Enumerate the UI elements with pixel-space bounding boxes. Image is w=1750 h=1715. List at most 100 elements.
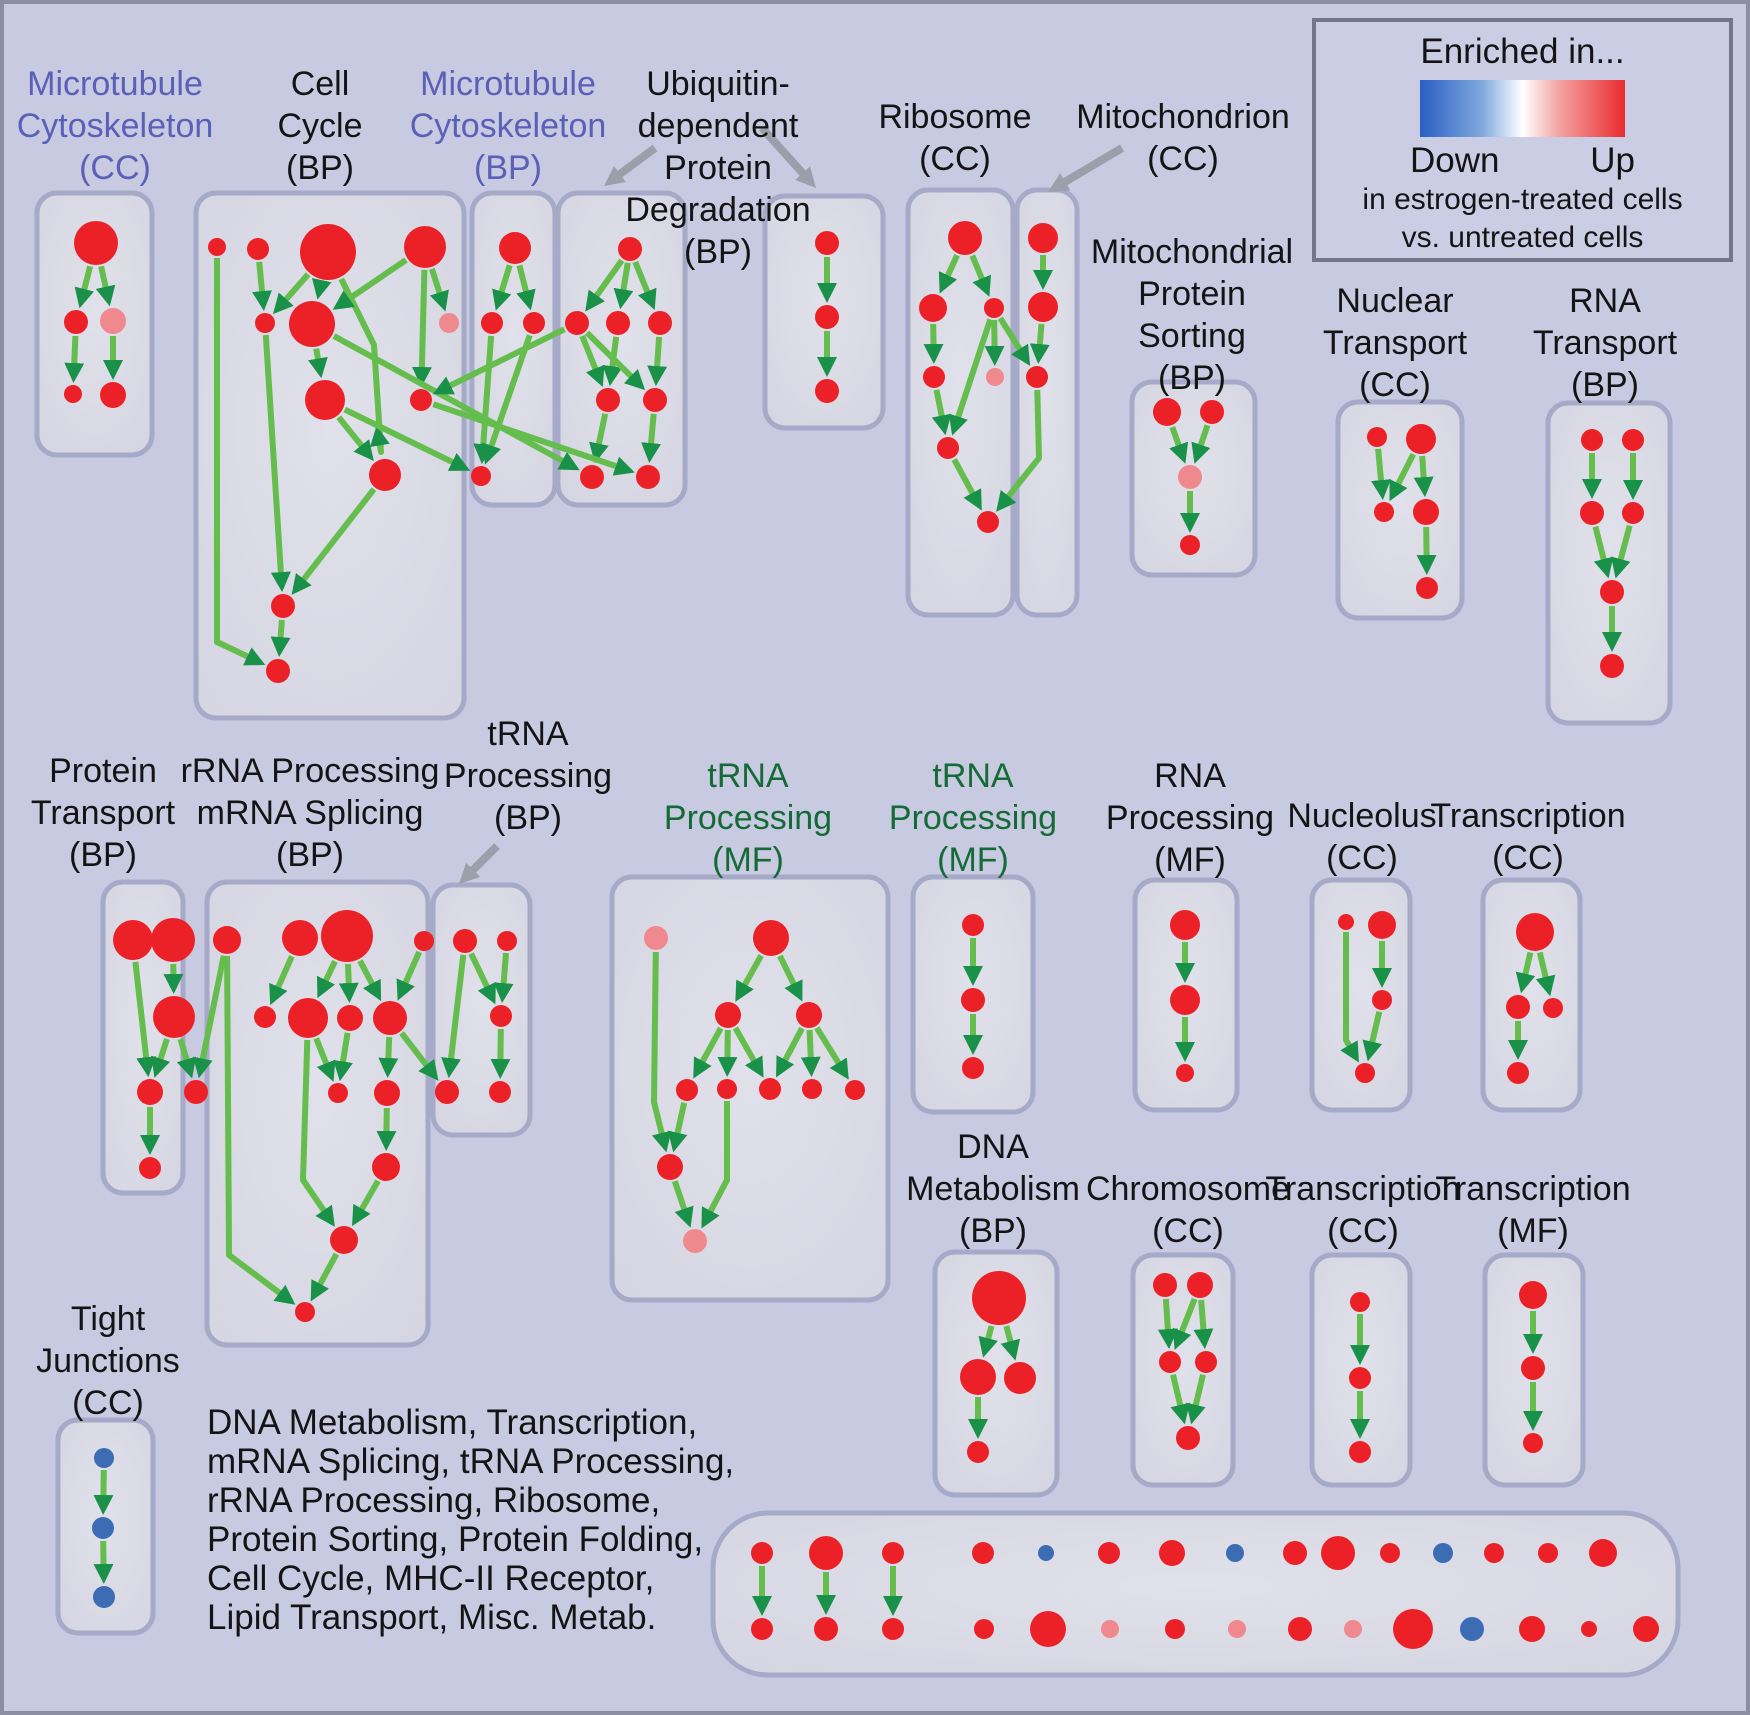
node bbox=[1187, 1272, 1213, 1298]
legend-subtitle-line2: vs. untreated cells bbox=[1401, 221, 1644, 254]
node bbox=[1004, 1362, 1036, 1394]
node bbox=[410, 389, 432, 411]
annotation-arrow bbox=[603, 144, 658, 186]
edge bbox=[262, 334, 291, 593]
node bbox=[282, 920, 318, 956]
node bbox=[1416, 577, 1438, 599]
edge bbox=[1340, 932, 1359, 1063]
node bbox=[1170, 910, 1200, 940]
edge bbox=[411, 269, 432, 387]
node bbox=[717, 1079, 737, 1099]
group-box-nuclear-transport-cc bbox=[1335, 399, 1465, 621]
annotation-arrow bbox=[458, 843, 500, 885]
node bbox=[636, 465, 660, 489]
node bbox=[1101, 1620, 1119, 1638]
edge bbox=[701, 1101, 730, 1229]
edge bbox=[732, 1026, 764, 1078]
edge bbox=[493, 952, 514, 1004]
node bbox=[1519, 1616, 1545, 1642]
node bbox=[815, 231, 839, 255]
node bbox=[1226, 1544, 1244, 1562]
group-label-tight-junctions-cc: Tight Junctions (CC) bbox=[36, 1300, 180, 1422]
edge bbox=[432, 326, 566, 395]
edge bbox=[482, 334, 533, 465]
node bbox=[184, 1080, 208, 1104]
edge bbox=[1157, 1298, 1178, 1350]
group-label-rrna-processing-mrna-splicing-bp: rRNA Processing mRNA Splicing (BP) bbox=[181, 752, 440, 874]
node bbox=[1178, 465, 1202, 489]
node bbox=[1153, 1273, 1177, 1297]
node bbox=[255, 313, 275, 333]
edge bbox=[647, 336, 668, 387]
edge bbox=[1611, 524, 1633, 579]
node bbox=[93, 1586, 115, 1608]
edge bbox=[270, 619, 291, 658]
group-label-mitochondrial-protein-sorting-bp: Mitochondrial Protein Sorting (BP) bbox=[1091, 233, 1293, 397]
node bbox=[1321, 1536, 1355, 1570]
group-label-cell-cycle-bp: Cell Cycle (BP) bbox=[277, 65, 362, 187]
edge bbox=[1170, 1374, 1190, 1425]
group-box-dna-metabolism-bp bbox=[932, 1249, 1060, 1498]
edge bbox=[338, 963, 359, 1003]
node bbox=[374, 1080, 400, 1106]
node bbox=[330, 1226, 358, 1254]
node bbox=[74, 221, 118, 265]
group-label-transcription-cc-row3: Transcription (CC) bbox=[1265, 1170, 1460, 1250]
node bbox=[113, 920, 153, 960]
node bbox=[305, 380, 345, 420]
group-label-ubiquitin-degradation-bp: Ubiquitin-dependent Protein Degradation (BP… bbox=[625, 65, 810, 271]
edge bbox=[432, 401, 635, 476]
node bbox=[247, 238, 269, 260]
node bbox=[751, 1618, 773, 1640]
edge bbox=[396, 950, 422, 1001]
group-box-mixed-terms bbox=[710, 1510, 1681, 1678]
node bbox=[1028, 292, 1058, 322]
node bbox=[1589, 1539, 1617, 1567]
edge bbox=[1029, 323, 1050, 365]
group-label-dna-metabolism-bp: DNA Metabolism (BP) bbox=[906, 1128, 1080, 1250]
edge bbox=[352, 1179, 381, 1227]
node bbox=[1380, 1543, 1400, 1563]
node bbox=[1581, 1621, 1597, 1637]
node bbox=[882, 1618, 904, 1640]
node bbox=[1367, 427, 1387, 447]
annotation-arrow bbox=[759, 125, 817, 188]
node bbox=[967, 1441, 989, 1463]
edge bbox=[224, 955, 296, 1305]
node bbox=[64, 385, 82, 403]
group-label-nuclear-transport-cc: Nuclear Transport (CC) bbox=[1323, 282, 1468, 404]
caption-line: Lipid Transport, Misc. Metab. bbox=[207, 1598, 657, 1637]
node bbox=[1098, 1542, 1120, 1564]
node bbox=[1538, 1543, 1558, 1563]
node bbox=[1372, 990, 1392, 1010]
edge bbox=[1191, 424, 1211, 464]
node bbox=[1030, 1611, 1066, 1647]
group-box-ubiquitin-degradation-bp bbox=[555, 190, 688, 508]
node bbox=[1393, 1609, 1433, 1649]
edge bbox=[997, 316, 1031, 366]
caption-line: mRNA Splicing, tRNA Processing, bbox=[207, 1442, 735, 1481]
node bbox=[151, 918, 195, 962]
group-label-trna-processing-mf-1: tRNA Processing (MF) bbox=[664, 757, 832, 879]
node bbox=[490, 1005, 512, 1027]
node bbox=[937, 437, 959, 459]
node bbox=[961, 988, 985, 1012]
edge bbox=[151, 1037, 171, 1078]
edge bbox=[333, 1032, 353, 1082]
edge bbox=[693, 1026, 724, 1079]
node bbox=[1622, 429, 1644, 451]
node bbox=[676, 1079, 698, 1101]
node bbox=[439, 313, 459, 333]
node bbox=[753, 920, 789, 956]
node bbox=[137, 1079, 163, 1105]
edge bbox=[1371, 448, 1391, 501]
node bbox=[1228, 1620, 1246, 1638]
edge bbox=[651, 951, 672, 1153]
node bbox=[321, 910, 373, 962]
edge bbox=[1515, 951, 1536, 994]
node bbox=[1200, 400, 1224, 424]
edge bbox=[473, 335, 495, 465]
group-label-protein-transport-bp: Protein Transport (BP) bbox=[31, 752, 176, 874]
node bbox=[1180, 535, 1200, 555]
edge bbox=[317, 960, 338, 999]
